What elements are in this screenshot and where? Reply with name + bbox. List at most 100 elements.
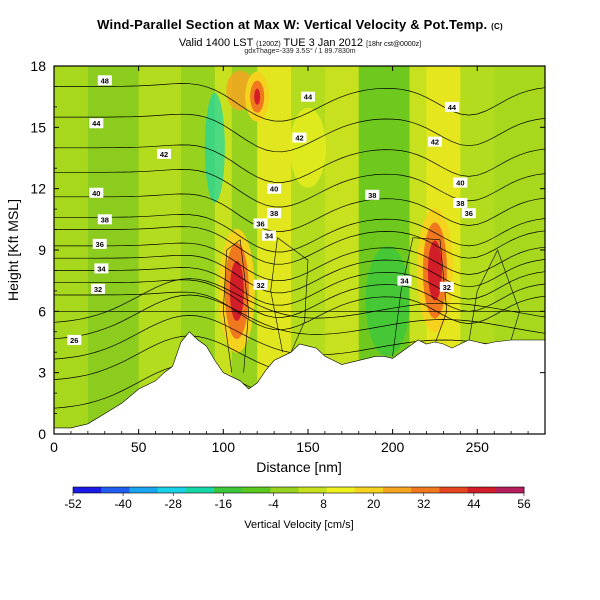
updraft-region <box>289 107 326 188</box>
y-tick-label: 3 <box>38 365 46 381</box>
chart-small-text: gdxThage=-339 3.5S° / 1 89.7830m <box>244 48 356 55</box>
contour-label-bg <box>453 197 468 208</box>
contour-label-bg <box>292 132 307 143</box>
contour-label-bg <box>439 281 454 292</box>
colorbar-tick-label: -28 <box>165 497 183 511</box>
colorbar-tick-label: -52 <box>64 497 82 511</box>
contour-label: 34 <box>265 232 274 241</box>
contour-label: 44 <box>92 119 101 128</box>
y-axis-label: Height [Kft MSL] <box>5 199 21 301</box>
updraft-core <box>427 240 442 301</box>
y-tick-label: 15 <box>30 119 46 135</box>
contour-label: 44 <box>304 93 313 102</box>
contour-label: 36 <box>96 240 104 249</box>
contour-label: 38 <box>270 209 278 218</box>
y-tick-label: 18 <box>30 58 46 74</box>
contour-label: 40 <box>456 179 464 188</box>
field-band <box>54 66 89 434</box>
colorbar-segment <box>270 487 299 493</box>
colorbar-tick-label: -16 <box>215 497 233 511</box>
colorbar-segment <box>242 487 271 493</box>
colorbar-tick-label: 44 <box>467 497 481 511</box>
contour-label-bg <box>444 101 459 112</box>
contour-label-bg <box>91 283 106 294</box>
contour-label-bg <box>253 279 268 290</box>
colorbar-segment <box>73 487 102 493</box>
velocity-contour <box>270 237 309 353</box>
contour-label-bg <box>365 189 380 200</box>
contour-label: 38 <box>368 191 376 200</box>
contour-label: 34 <box>97 264 106 273</box>
colorbar-segment <box>411 487 440 493</box>
isentrope-line <box>54 278 545 323</box>
isentrope-line <box>54 83 545 122</box>
contour-label: 42 <box>160 150 168 159</box>
velocity-contour <box>468 249 520 343</box>
colorbar-segment <box>213 487 243 493</box>
x-axis: 0 50 100 150 200 250 <box>50 66 529 455</box>
contour-label-bg <box>97 214 112 225</box>
x-tick-label: 0 <box>50 439 58 455</box>
colorbar-segment <box>354 487 384 493</box>
colorbar-tick-label: -40 <box>114 497 132 511</box>
isentrope-line <box>54 226 545 265</box>
contour-label: 38 <box>456 199 464 208</box>
colorbar: -52 -40 -28 -16 -4 8 20 32 44 56 <box>64 486 531 511</box>
colorbar-tick-label: 8 <box>320 497 327 511</box>
contour-label-bg <box>67 334 82 345</box>
chart-title: Wind-Parallel Section at Max W: Vertical… <box>97 17 503 32</box>
contour-label: 48 <box>101 76 109 85</box>
x-axis-label: Distance [nm] <box>256 459 342 475</box>
colorbar-tick-label: 20 <box>367 497 381 511</box>
colorbar-tick-label: 32 <box>417 497 431 511</box>
colorbar-tick-label: -4 <box>268 497 279 511</box>
contour-label: 32 <box>256 281 264 290</box>
contour-label-bg <box>397 275 412 286</box>
colorbar-segment <box>495 487 525 493</box>
isentrope-line <box>54 279 545 318</box>
isentrope-line <box>54 291 545 331</box>
contour-label-bg <box>89 118 104 129</box>
updraft-core <box>229 260 244 321</box>
contour-label-bg <box>92 238 107 249</box>
colorbar-segment <box>439 487 469 493</box>
x-tick-label: 50 <box>131 439 147 455</box>
colorbar-frame <box>72 486 525 494</box>
x-tick-label: 250 <box>466 439 490 455</box>
contour-label-bg <box>89 187 104 198</box>
contour-label-bg <box>267 183 282 194</box>
isentrope-line <box>54 113 545 153</box>
contour-label-bg <box>253 218 268 229</box>
chart-subtitle: Valid 1400 LST (1200Z) TUE 3 Jan 2012 [1… <box>178 37 422 49</box>
contour-label: 36 <box>465 209 473 218</box>
contour-label: 36 <box>256 219 264 228</box>
contour-label: 32 <box>94 285 102 294</box>
contour-label-bg <box>97 75 112 86</box>
contour-label: 42 <box>295 134 303 143</box>
colorbar-segment <box>101 487 130 493</box>
terrain <box>54 331 545 434</box>
colorbar-segment <box>129 487 158 493</box>
contour-label-bg <box>157 148 172 159</box>
x-tick-label: 100 <box>212 439 236 455</box>
isentrope-line <box>54 144 545 183</box>
y-tick-label: 12 <box>30 181 46 197</box>
contour-label-bg <box>453 177 468 188</box>
isentrope-line <box>54 267 545 306</box>
x-tick-label: 200 <box>381 439 405 455</box>
y-tick-label: 9 <box>38 242 46 258</box>
contour-label-bg <box>300 91 315 102</box>
isentrope-line <box>54 214 545 253</box>
contour-label: 44 <box>448 103 457 112</box>
contour-label-bg <box>262 230 277 241</box>
contour-label-bg <box>461 208 476 219</box>
contour-label: 32 <box>443 283 451 292</box>
downdraft-region <box>204 92 225 203</box>
contour-label: 26 <box>70 336 78 345</box>
colorbar-segment <box>157 487 187 493</box>
colorbar-segment <box>326 487 356 493</box>
